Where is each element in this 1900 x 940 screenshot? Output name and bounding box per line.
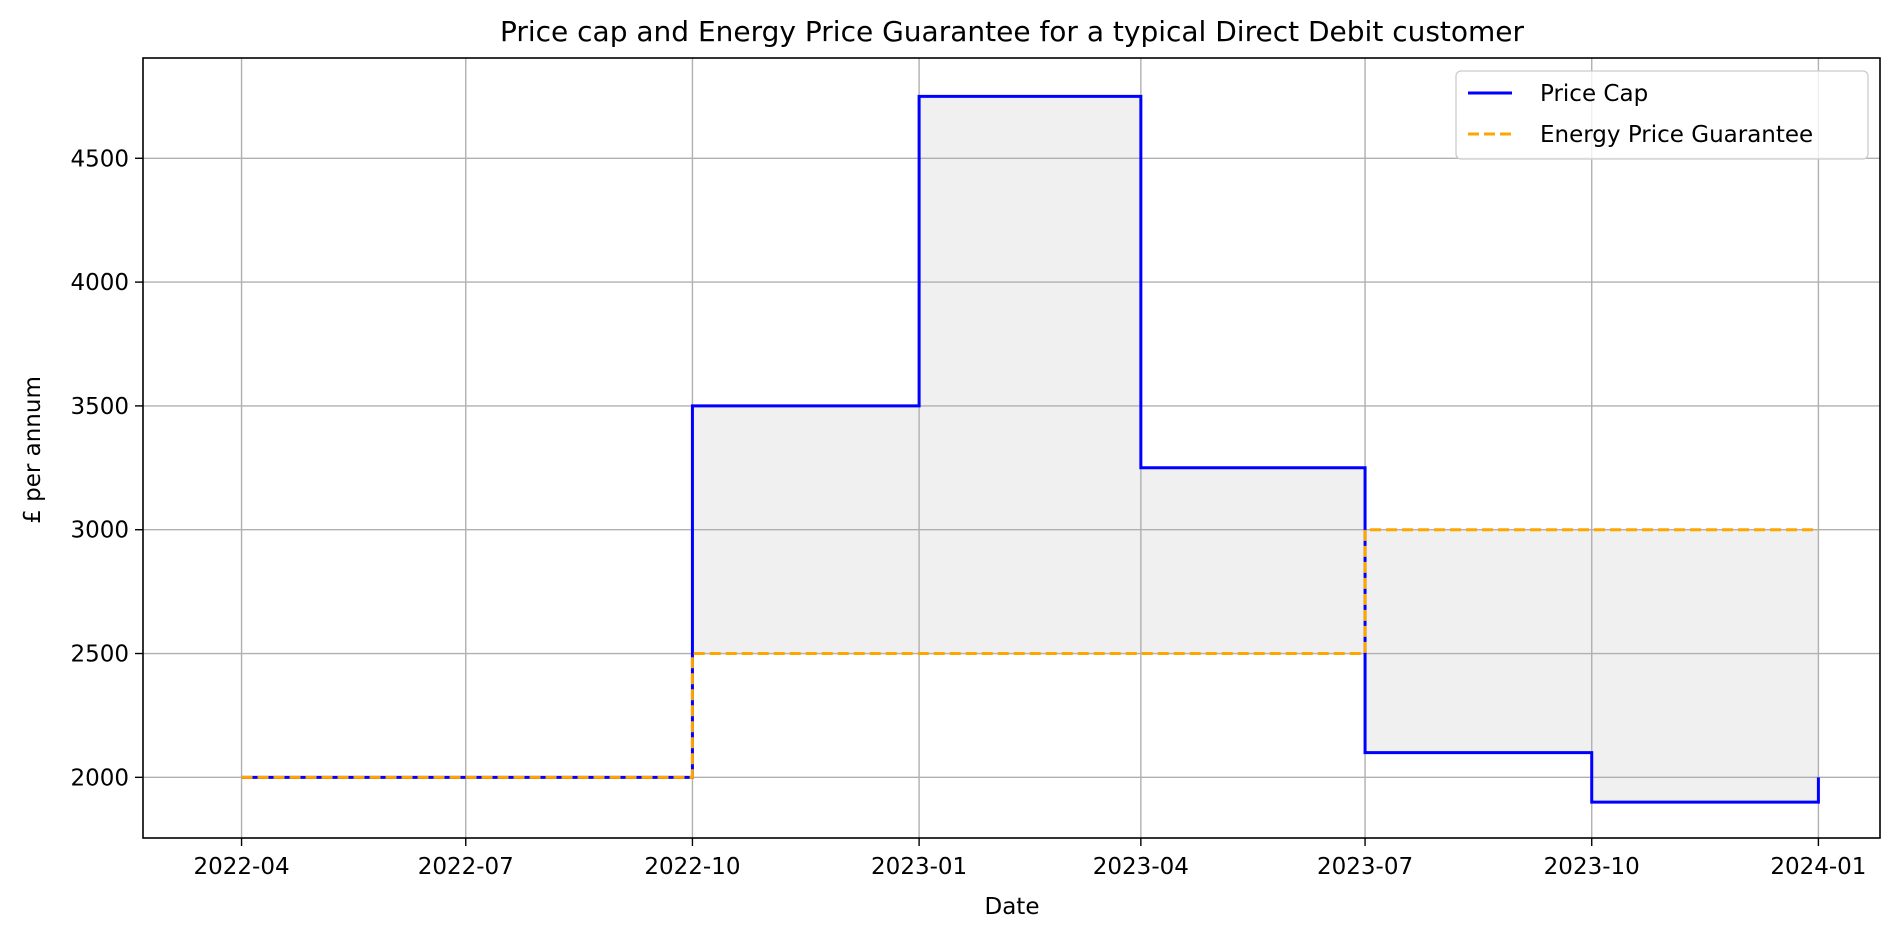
series-line-price-cap xyxy=(241,94,1820,804)
y-axis-ticks: 2000 2500 3000 3500 4000 4500 xyxy=(70,146,143,791)
y-tick-label: 2000 xyxy=(70,765,129,791)
legend: Price Cap Energy Price Guarantee xyxy=(1455,70,1869,160)
y-tick-label: 4500 xyxy=(70,146,129,172)
x-tick-label: 2023-10 xyxy=(1544,854,1640,880)
legend-label-energy-price-guarantee: Energy Price Guarantee xyxy=(1540,122,1813,148)
x-tick-label: 2024-01 xyxy=(1770,854,1866,880)
x-axis-ticks: 2022-04 2022-07 2022-10 2023-01 2023-04 2023-… xyxy=(193,838,1866,880)
x-tick-label: 2023-04 xyxy=(1093,854,1189,880)
x-tick-label: 2023-07 xyxy=(1317,854,1413,880)
x-axis-label: Date xyxy=(985,894,1040,920)
x-tick-label: 2023-01 xyxy=(871,854,967,880)
y-axis-label: £ per annum xyxy=(20,376,46,524)
series-line-energy-price-guarantee xyxy=(241,528,1819,779)
y-tick-label: 3000 xyxy=(70,518,129,544)
x-tick-label: 2022-07 xyxy=(418,854,514,880)
fill-between-area xyxy=(241,96,1819,803)
series-lines xyxy=(241,94,1820,804)
y-tick-label: 4000 xyxy=(70,270,129,296)
x-tick-label: 2022-04 xyxy=(193,854,289,880)
y-tick-label: 2500 xyxy=(70,642,129,668)
plot-frame xyxy=(142,57,1881,839)
chart-title: Price cap and Energy Price Guarantee for… xyxy=(500,15,1525,48)
legend-label-price-cap: Price Cap xyxy=(1540,81,1648,107)
x-tick-label: 2022-10 xyxy=(644,854,740,880)
y-tick-label: 3500 xyxy=(70,394,129,420)
fill-between-region xyxy=(241,96,1819,803)
legend-box xyxy=(1455,70,1869,160)
